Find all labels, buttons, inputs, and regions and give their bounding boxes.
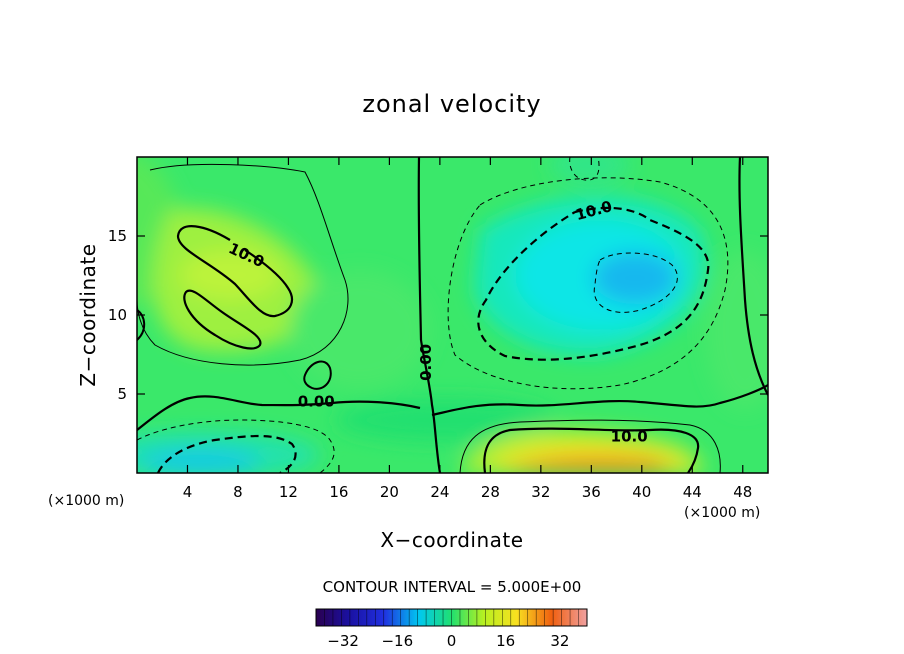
contour-top-patch bbox=[569, 157, 600, 181]
x-tick-label-7: 32 bbox=[531, 483, 550, 501]
colorbar: −32 −16 0 16 32 bbox=[315, 608, 588, 650]
y-axis-unit: (×1000 m) bbox=[48, 493, 124, 509]
x-tick-label-3: 16 bbox=[329, 483, 348, 501]
x-tick-label-1: 8 bbox=[233, 483, 243, 501]
contour-label-4: 10.0 bbox=[611, 427, 648, 445]
colorbar-segments bbox=[324, 609, 579, 626]
x-tick-label-4: 20 bbox=[380, 483, 399, 501]
contour-positive-10-lower-loop bbox=[183, 289, 262, 350]
contour-zero-right bbox=[738, 157, 768, 396]
contour-negative-10-lower-left bbox=[157, 434, 297, 473]
contour-left-edge bbox=[137, 309, 146, 341]
x-tick-label-10: 44 bbox=[683, 483, 702, 501]
x-tick-label-9: 40 bbox=[632, 483, 651, 501]
color-field bbox=[137, 157, 768, 473]
contour-positive-5-upper-left bbox=[137, 163, 349, 366]
colorbar-tick-label-2: 0 bbox=[447, 632, 457, 650]
x-tick-label-6: 28 bbox=[481, 483, 500, 501]
y-tick-label-1: 10 bbox=[108, 306, 127, 324]
y-axis-title: Z−coordinate bbox=[76, 243, 100, 386]
colorbar-tick-label-3: 16 bbox=[496, 632, 515, 650]
contour-positive-10-upper-left bbox=[176, 225, 293, 318]
x-tick-label-11: 48 bbox=[733, 483, 752, 501]
contour-zero-vertical bbox=[417, 157, 442, 473]
colorbar-ticks: −32 −16 0 16 32 bbox=[327, 632, 569, 650]
contour-positive-5-bottom bbox=[459, 419, 721, 473]
contour-interval-label: CONTOUR INTERVAL = 5.000E+00 bbox=[323, 578, 582, 596]
contour-negative-5 bbox=[447, 177, 729, 390]
contour-negative-5-lower-left bbox=[137, 419, 335, 473]
contour-zero-bottom-band bbox=[431, 384, 768, 417]
contour-zero-lower bbox=[137, 395, 421, 431]
x-tick-label-0: 4 bbox=[183, 483, 193, 501]
chart-title: zonal velocity bbox=[362, 90, 541, 118]
contour-lines bbox=[137, 157, 768, 473]
colorbar-tick-label-0: −32 bbox=[327, 632, 359, 650]
contour-label-2: 0.00 bbox=[417, 344, 435, 381]
x-tick-label-2: 12 bbox=[279, 483, 298, 501]
x-tick-label-5: 24 bbox=[430, 483, 449, 501]
y-tick-label-0: 5 bbox=[117, 385, 127, 403]
x-axis-title: X−coordinate bbox=[380, 528, 523, 552]
colorbar-tick-label-4: 32 bbox=[550, 632, 569, 650]
x-axis-unit: (×1000 m) bbox=[684, 505, 760, 521]
contour-positive-10-bottom bbox=[483, 427, 700, 473]
x-axis: 4 8 12 16 20 24 28 32 36 40 44 48 bbox=[183, 157, 752, 501]
y-tick-label-2: 15 bbox=[108, 227, 127, 245]
contour-label-1: 0.00 bbox=[298, 393, 335, 411]
contour-small-blob bbox=[303, 360, 332, 390]
y-axis: 5 10 15 bbox=[108, 227, 768, 403]
x-tick-label-8: 36 bbox=[582, 483, 601, 501]
contour-negative-10-upper-right bbox=[477, 206, 710, 361]
colorbar-tick-label-1: −16 bbox=[381, 632, 413, 650]
